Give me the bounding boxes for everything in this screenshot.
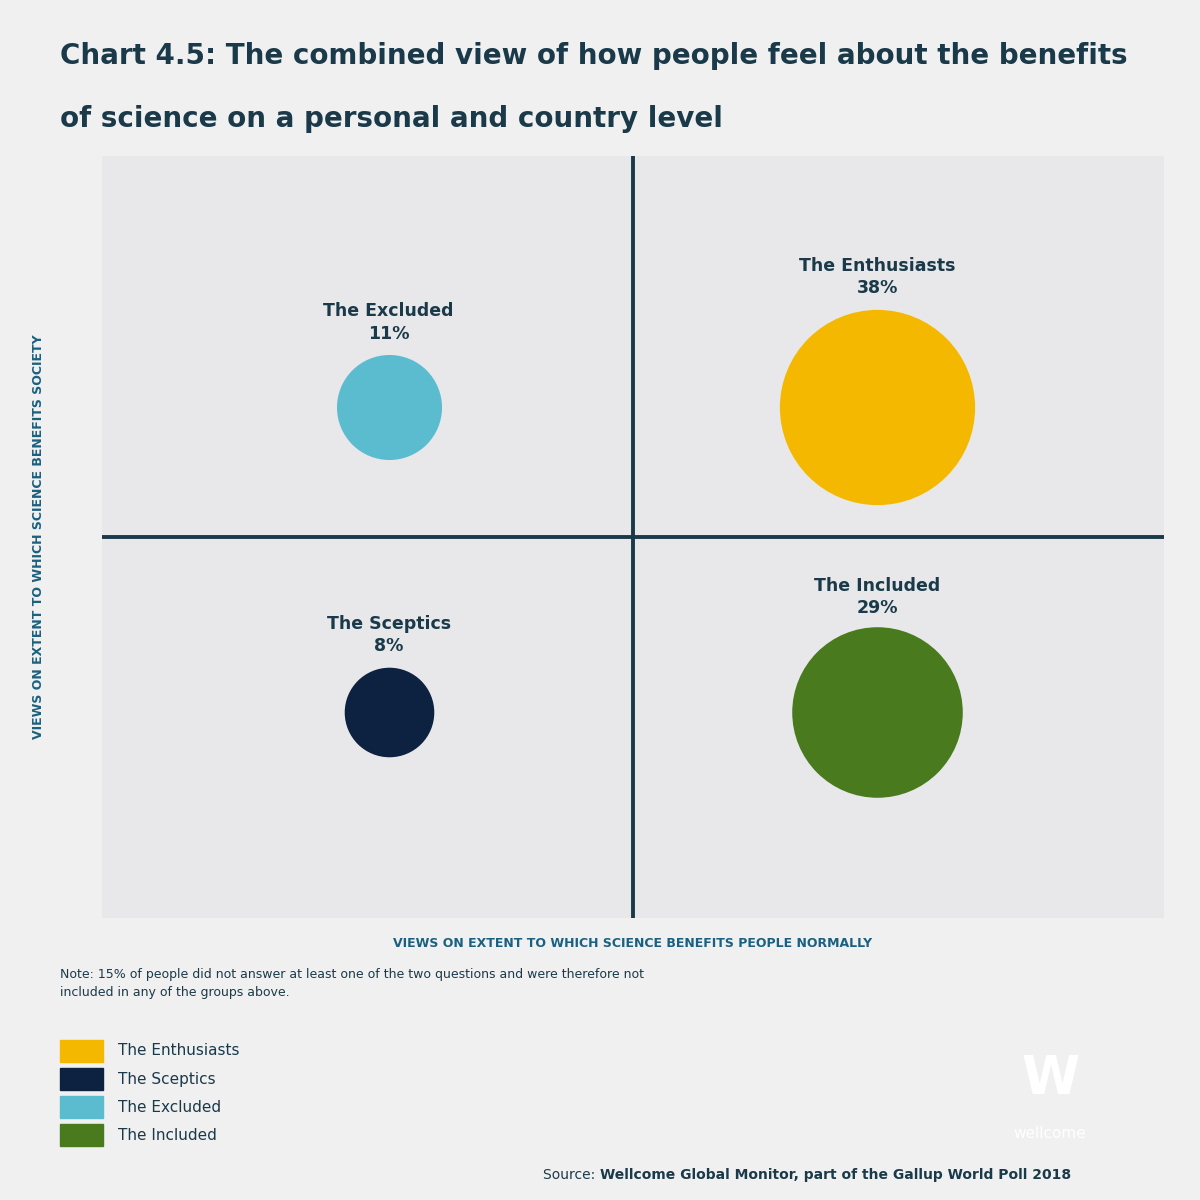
Bar (60, 1124, 103, 1146)
Text: The Included: The Included (119, 1128, 217, 1142)
Text: The Excluded
11%: The Excluded 11% (324, 302, 454, 343)
Text: The Sceptics
8%: The Sceptics 8% (326, 614, 451, 655)
Bar (60, 1097, 103, 1118)
Text: The Enthusiasts
38%: The Enthusiasts 38% (799, 257, 955, 296)
Bar (60, 1040, 103, 1062)
Text: Note: 15% of people did not answer at least one of the two questions and were th: Note: 15% of people did not answer at le… (60, 968, 644, 1000)
Text: The Enthusiasts: The Enthusiasts (119, 1044, 240, 1058)
Text: Source:: Source: (544, 1168, 600, 1182)
Text: VIEWS ON EXTENT TO WHICH SCIENCE BENEFITS SOCIETY: VIEWS ON EXTENT TO WHICH SCIENCE BENEFIT… (31, 335, 44, 739)
Text: wellcome: wellcome (1014, 1127, 1086, 1141)
Text: W: W (1021, 1052, 1079, 1105)
Text: The Included
29%: The Included 29% (814, 577, 941, 617)
Text: Wellcome Global Monitor, part of the Gallup World Poll 2018: Wellcome Global Monitor, part of the Gal… (600, 1168, 1072, 1182)
Text: of science on a personal and country level: of science on a personal and country lev… (60, 104, 722, 133)
Point (379, 398, 398, 418)
Point (868, 398, 887, 418)
Text: VIEWS ON EXTENT TO WHICH SCIENCE BENEFITS PEOPLE NORMALLY: VIEWS ON EXTENT TO WHICH SCIENCE BENEFIT… (394, 937, 872, 949)
Point (379, 703, 398, 722)
Point (868, 703, 887, 722)
Bar (60, 1068, 103, 1090)
Text: The Excluded: The Excluded (119, 1099, 222, 1115)
Text: Chart 4.5: The combined view of how people feel about the benefits: Chart 4.5: The combined view of how peop… (60, 42, 1128, 70)
Text: The Sceptics: The Sceptics (119, 1072, 216, 1086)
